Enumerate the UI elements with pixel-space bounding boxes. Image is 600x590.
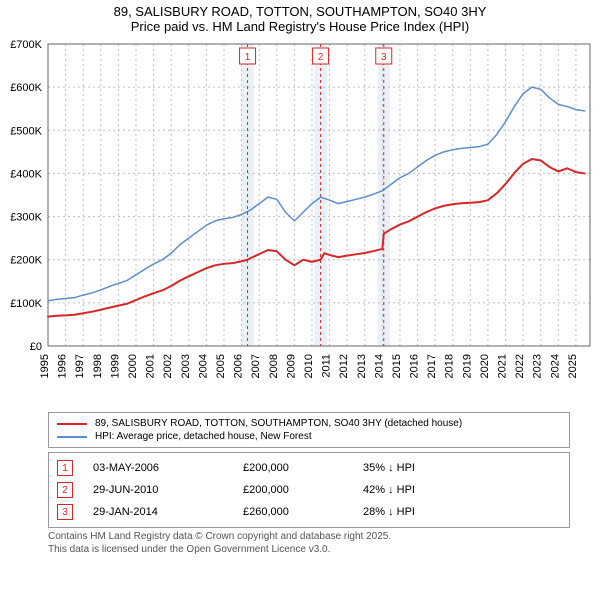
sales-row: 2 29-JUN-2010 £200,000 42% ↓ HPI xyxy=(57,479,561,501)
svg-text:2007: 2007 xyxy=(250,354,262,378)
svg-text:£700K: £700K xyxy=(10,39,42,51)
svg-text:2022: 2022 xyxy=(514,354,526,378)
svg-text:1996: 1996 xyxy=(57,354,69,378)
sale-marker-box: 1 xyxy=(57,460,73,476)
sale-date: 29-JUN-2010 xyxy=(93,484,223,496)
svg-text:2006: 2006 xyxy=(233,354,245,378)
attribution: Contains HM Land Registry data © Crown c… xyxy=(48,530,570,556)
svg-text:2024: 2024 xyxy=(549,354,561,378)
svg-text:1995: 1995 xyxy=(39,354,51,378)
svg-text:2011: 2011 xyxy=(321,354,333,378)
svg-text:2018: 2018 xyxy=(444,354,456,378)
svg-text:1999: 1999 xyxy=(109,354,121,378)
sale-price: £200,000 xyxy=(243,484,343,496)
svg-text:£400K: £400K xyxy=(10,168,42,180)
svg-text:2025: 2025 xyxy=(567,354,579,378)
chart-area: £0 £100K £200K £300K £400K £500K £600K £700K 199… xyxy=(0,36,600,406)
sale-date: 29-JAN-2014 xyxy=(93,506,223,518)
svg-text:2017: 2017 xyxy=(426,354,438,378)
svg-text:2012: 2012 xyxy=(338,354,350,378)
legend-label: HPI: Average price, detached house, New … xyxy=(95,431,312,442)
svg-text:2020: 2020 xyxy=(479,354,491,378)
sales-table: 1 03-MAY-2006 £200,000 35% ↓ HPI 2 29-JUN-201… xyxy=(48,452,570,528)
sales-row: 1 03-MAY-2006 £200,000 35% ↓ HPI xyxy=(57,457,561,479)
svg-text:£500K: £500K xyxy=(10,125,42,137)
svg-text:2023: 2023 xyxy=(532,354,544,378)
attribution-line-1: Contains HM Land Registry data © Crown c… xyxy=(48,530,570,543)
svg-text:1998: 1998 xyxy=(92,354,104,378)
svg-text:2014: 2014 xyxy=(373,354,385,378)
svg-text:2015: 2015 xyxy=(391,354,403,378)
svg-text:£100K: £100K xyxy=(10,298,42,310)
svg-text:2010: 2010 xyxy=(303,354,315,378)
sale-marker-box: 3 xyxy=(57,504,73,520)
svg-text:£300K: £300K xyxy=(10,212,42,224)
sale-delta: 35% ↓ HPI xyxy=(363,462,483,474)
sale-price: £200,000 xyxy=(243,462,343,474)
sale-delta: 42% ↓ HPI xyxy=(363,484,483,496)
svg-text:2013: 2013 xyxy=(356,354,368,378)
svg-text:£200K: £200K xyxy=(10,255,42,267)
svg-text:1997: 1997 xyxy=(74,354,86,378)
svg-text:3: 3 xyxy=(381,52,387,63)
sale-delta: 28% ↓ HPI xyxy=(363,506,483,518)
svg-text:2003: 2003 xyxy=(180,354,192,378)
title-block: 89, SALISBURY ROAD, TOTTON, SOUTHAMPTON,… xyxy=(0,0,600,36)
svg-text:2001: 2001 xyxy=(145,354,157,378)
legend-item: 89, SALISBURY ROAD, TOTTON, SOUTHAMPTON,… xyxy=(57,417,561,430)
svg-text:2009: 2009 xyxy=(285,354,297,378)
svg-text:2000: 2000 xyxy=(127,354,139,378)
chart-container: 89, SALISBURY ROAD, TOTTON, SOUTHAMPTON,… xyxy=(0,0,600,556)
svg-text:£600K: £600K xyxy=(10,82,42,94)
svg-text:2004: 2004 xyxy=(197,354,209,378)
legend-label: 89, SALISBURY ROAD, TOTTON, SOUTHAMPTON,… xyxy=(95,418,462,429)
legend: 89, SALISBURY ROAD, TOTTON, SOUTHAMPTON,… xyxy=(48,412,570,448)
legend-swatch xyxy=(57,436,87,438)
sale-price: £260,000 xyxy=(243,506,343,518)
title-address: 89, SALISBURY ROAD, TOTTON, SOUTHAMPTON,… xyxy=(10,4,590,19)
svg-text:2008: 2008 xyxy=(268,354,280,378)
svg-text:2016: 2016 xyxy=(409,354,421,378)
attribution-line-2: This data is licensed under the Open Gov… xyxy=(48,543,570,556)
svg-text:2005: 2005 xyxy=(215,354,227,378)
svg-text:2021: 2021 xyxy=(497,354,509,378)
legend-item: HPI: Average price, detached house, New … xyxy=(57,430,561,443)
legend-swatch xyxy=(57,423,87,425)
svg-text:£0: £0 xyxy=(30,341,42,353)
svg-text:2002: 2002 xyxy=(162,354,174,378)
svg-text:2019: 2019 xyxy=(461,354,473,378)
sale-date: 03-MAY-2006 xyxy=(93,462,223,474)
svg-text:1: 1 xyxy=(245,52,251,63)
svg-text:2: 2 xyxy=(318,52,324,63)
sales-row: 3 29-JAN-2014 £260,000 28% ↓ HPI xyxy=(57,501,561,523)
chart-svg: £0 £100K £200K £300K £400K £500K £600K £700K 199… xyxy=(0,36,600,406)
title-subtitle: Price paid vs. HM Land Registry's House … xyxy=(10,19,590,34)
sale-marker-box: 2 xyxy=(57,482,73,498)
